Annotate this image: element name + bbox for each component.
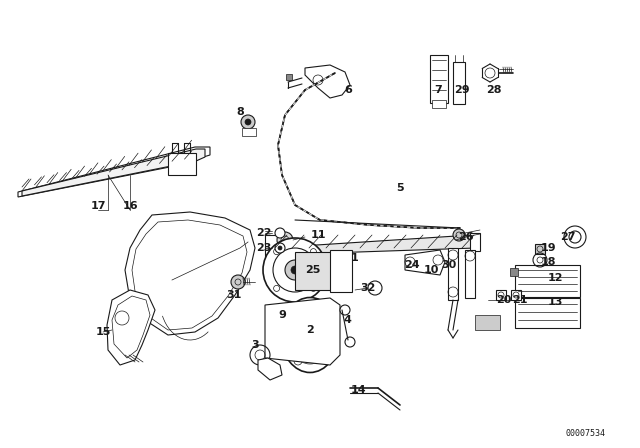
Text: 17: 17 (90, 201, 106, 211)
Text: 00007534: 00007534 (565, 429, 605, 438)
Text: 16: 16 (122, 201, 138, 211)
Bar (330, 250, 352, 292)
Circle shape (245, 119, 251, 125)
Circle shape (277, 232, 293, 248)
Text: 26: 26 (458, 232, 474, 242)
Text: 6: 6 (344, 85, 352, 95)
Bar (470, 233, 480, 251)
Bar (515, 298, 580, 328)
Text: 19: 19 (540, 243, 556, 253)
Text: 32: 32 (360, 283, 376, 293)
Text: 15: 15 (95, 327, 111, 337)
Text: 29: 29 (454, 85, 470, 95)
Text: 31: 31 (227, 290, 242, 300)
Text: 7: 7 (434, 85, 442, 95)
Polygon shape (265, 298, 340, 365)
Text: 30: 30 (442, 260, 456, 270)
Polygon shape (125, 212, 255, 335)
Polygon shape (405, 250, 445, 275)
Text: 2: 2 (306, 325, 314, 335)
Text: 9: 9 (278, 310, 286, 320)
Polygon shape (22, 149, 205, 196)
Circle shape (263, 238, 327, 302)
Bar (295, 252, 335, 290)
Bar (430, 55, 448, 103)
Polygon shape (18, 147, 210, 197)
Text: 27: 27 (560, 232, 576, 242)
Circle shape (302, 327, 318, 343)
Bar (510, 268, 518, 276)
Circle shape (241, 115, 255, 129)
Circle shape (275, 228, 285, 238)
Circle shape (273, 248, 317, 292)
Polygon shape (107, 290, 155, 365)
Polygon shape (270, 235, 476, 255)
Bar (515, 265, 580, 297)
Bar (511, 290, 521, 300)
Circle shape (278, 246, 282, 250)
Circle shape (345, 337, 355, 347)
Bar (265, 235, 280, 257)
Text: 5: 5 (396, 183, 404, 193)
Circle shape (285, 260, 305, 280)
Text: 4: 4 (343, 315, 351, 325)
Bar (242, 128, 256, 136)
Text: 25: 25 (305, 265, 321, 275)
Text: 1: 1 (351, 253, 359, 263)
Text: 12: 12 (547, 273, 563, 283)
Text: 13: 13 (547, 297, 563, 307)
Bar (535, 244, 545, 254)
Text: 20: 20 (496, 295, 512, 305)
Polygon shape (286, 74, 292, 80)
Text: 14: 14 (350, 385, 366, 395)
Text: 3: 3 (251, 340, 259, 350)
Polygon shape (258, 358, 282, 380)
Bar (496, 290, 506, 300)
Text: 21: 21 (512, 295, 528, 305)
Circle shape (291, 266, 299, 274)
Bar (168, 153, 196, 175)
Polygon shape (448, 248, 458, 300)
Circle shape (453, 229, 465, 241)
Circle shape (231, 275, 245, 289)
Circle shape (275, 243, 285, 253)
Bar (475, 315, 500, 330)
Text: 28: 28 (486, 85, 502, 95)
Text: 10: 10 (423, 265, 438, 275)
Ellipse shape (281, 297, 339, 372)
Bar (432, 100, 446, 108)
Bar (453, 62, 465, 104)
Circle shape (368, 281, 382, 295)
Polygon shape (465, 250, 475, 298)
Text: 22: 22 (256, 228, 272, 238)
Text: 8: 8 (236, 107, 244, 117)
Polygon shape (305, 65, 350, 98)
Text: 18: 18 (540, 257, 556, 267)
Text: 11: 11 (310, 230, 326, 240)
Text: 24: 24 (404, 260, 420, 270)
Text: 23: 23 (256, 243, 272, 253)
Circle shape (340, 305, 350, 315)
